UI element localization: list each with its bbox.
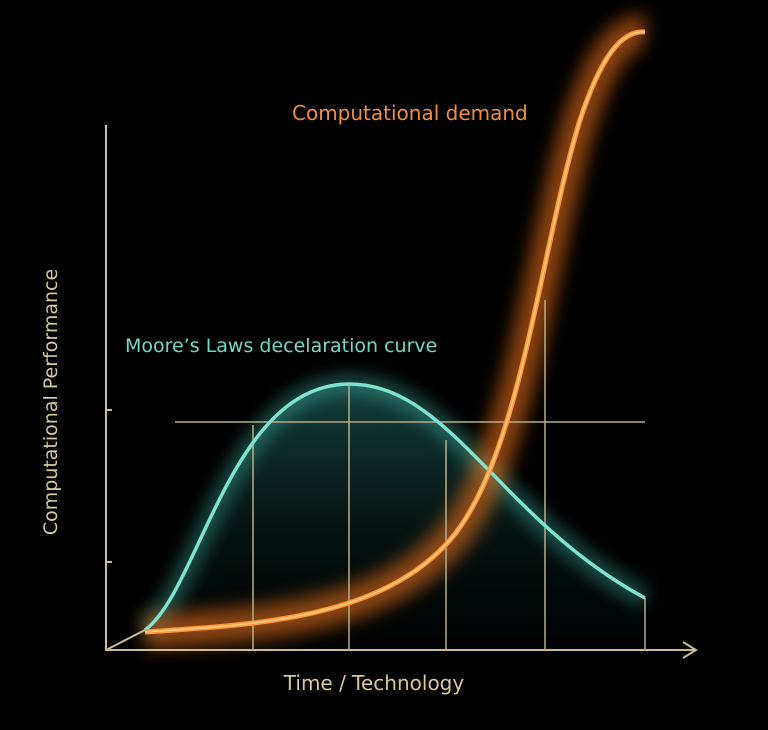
demand-highlight [144, 31, 646, 633]
moore-area [145, 384, 645, 650]
x-axis-label: Time / Technology [283, 671, 465, 695]
moore-curve [143, 382, 646, 632]
origin-line [105, 629, 146, 651]
x-axis-arrow [682, 641, 698, 659]
moore-label: Moore’s Laws decelaration curve [125, 335, 437, 357]
demand-label: Computational demand [292, 101, 528, 125]
y-axis-label: Computational Performance [40, 269, 62, 535]
